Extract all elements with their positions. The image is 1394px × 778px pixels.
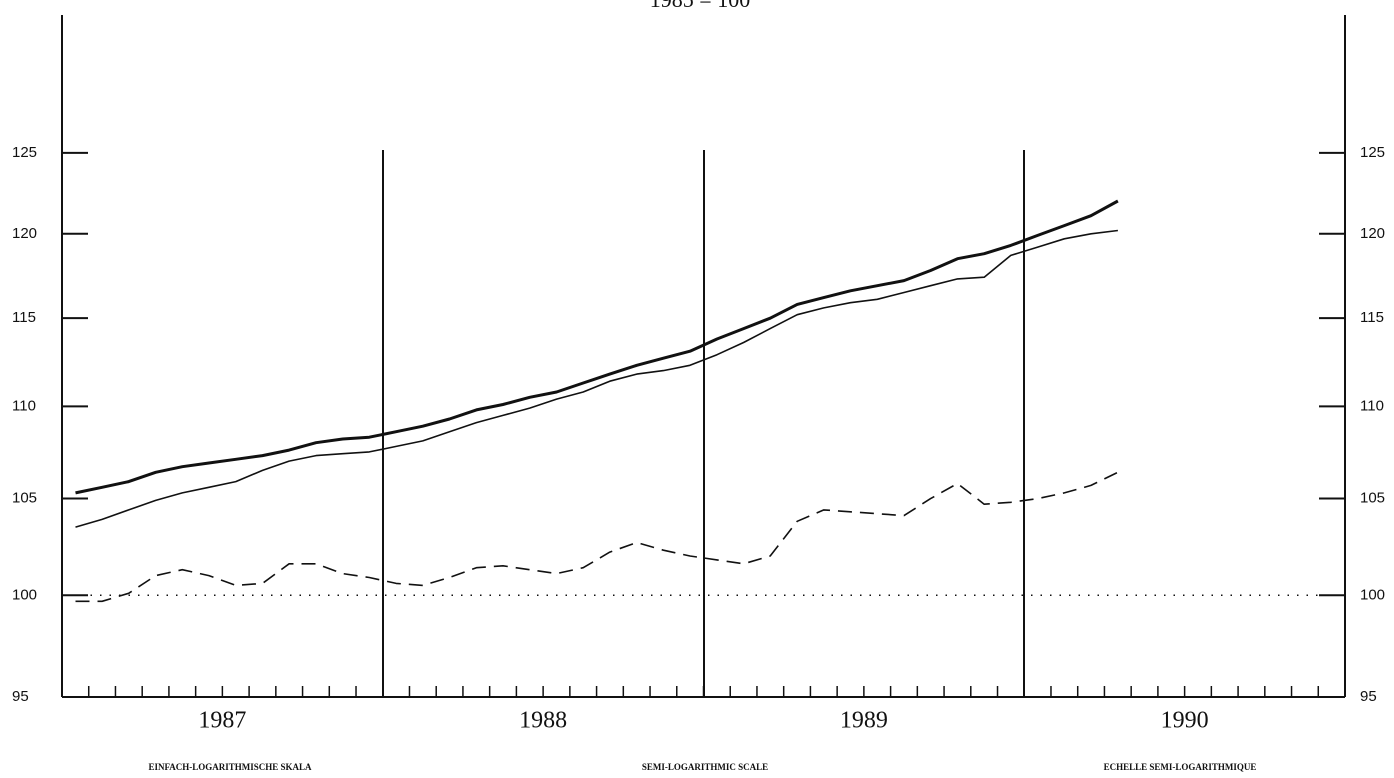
x-tick-label: 1990 xyxy=(1161,708,1209,734)
series-line xyxy=(75,199,1119,495)
series-line xyxy=(75,471,1119,603)
y-tick-label: 120 xyxy=(12,225,37,242)
x-tick-label: 1987 xyxy=(198,708,246,734)
y-tick-label: 105 xyxy=(12,490,37,507)
x-tick-label: 1989 xyxy=(840,708,888,734)
footnote: SEMI-LOGARITHMIC SCALE xyxy=(642,762,768,772)
y-tick-label: 105 xyxy=(1360,490,1385,507)
x-tick-label: 1988 xyxy=(519,708,567,734)
series-line xyxy=(75,229,1118,528)
y-tick-label: 115 xyxy=(1360,309,1384,326)
y-tick-label: 120 xyxy=(1360,225,1385,242)
y-tick-label: 125 xyxy=(12,144,37,161)
y-tick-label: 95 xyxy=(1360,688,1377,705)
y-tick-label: 100 xyxy=(12,586,37,603)
subtitle: 1985 = 100 xyxy=(650,0,750,12)
y-tick-label: 115 xyxy=(12,309,36,326)
y-tick-label: 95 xyxy=(12,688,29,705)
footnote: EINFACH-LOGARITHMISCHE SKALA xyxy=(148,762,312,772)
y-tick-label: 110 xyxy=(12,397,36,414)
y-tick-label: 100 xyxy=(1360,586,1385,603)
y-tick-label: 125 xyxy=(1360,144,1385,161)
footnote: ECHELLE SEMI-LOGARITHMIQUE xyxy=(1104,762,1257,772)
y-tick-label: 110 xyxy=(1360,397,1384,414)
